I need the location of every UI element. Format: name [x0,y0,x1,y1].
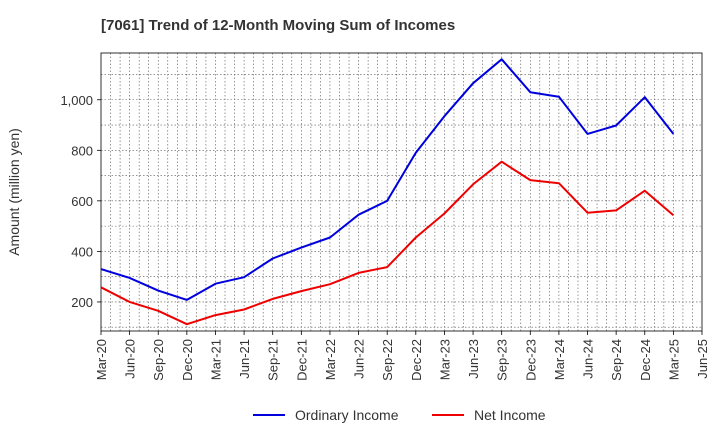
y-tick-label: 800 [71,143,93,158]
x-tick-label: Jun-25 [695,339,710,379]
x-tick-label: Mar-21 [208,339,223,380]
x-tick-label: Jun-24 [581,339,596,379]
x-tick-label: Jun-23 [466,339,481,379]
x-tick-label: Jun-21 [237,339,252,379]
x-tick-label: Mar-20 [94,339,109,380]
x-tick-label: Dec-20 [180,339,195,381]
y-tick-label: 400 [71,244,93,259]
chart-title: [7061] Trend of 12-Month Moving Sum of I… [101,17,455,34]
x-tick-label: Mar-23 [437,339,452,380]
y-axis: 200 400 600 800 1,000 [60,93,101,310]
x-axis: Mar-20 Jun-20 Sep-20 Dec-20 Mar-21 Jun-21 Sep-… [94,331,710,381]
x-tick-label: Sep-23 [495,339,510,381]
y-tick-label: 600 [71,194,93,209]
y-tick-label: 200 [71,295,93,310]
series-line-net-income [100,160,675,326]
y-axis-label: Amount (million yen) [6,128,22,256]
series-line-ordinary-income [100,58,675,301]
series-group [100,58,675,326]
x-tick-label: Sep-20 [151,339,166,381]
x-tick-label: Mar-24 [552,339,567,380]
legend-label-net-income: Net Income [474,407,546,423]
x-tick-label: Jun-22 [352,339,367,379]
y-tick-label: 1,000 [60,93,93,108]
x-tick-label: Dec-21 [294,339,309,381]
grid [101,53,702,331]
legend-label-ordinary-income: Ordinary Income [295,407,399,423]
x-tick-label: Dec-24 [638,339,653,381]
x-tick-label: Sep-22 [380,339,395,381]
x-tick-label: Dec-23 [523,339,538,381]
x-tick-label: Jun-20 [123,339,138,379]
legend: Ordinary Income Net Income [253,407,546,423]
x-tick-label: Sep-21 [266,339,281,381]
x-tick-label: Sep-24 [609,339,624,381]
plot-area [100,52,703,332]
x-tick-label: Mar-22 [323,339,338,380]
x-tick-label: Mar-25 [666,339,681,380]
x-tick-label: Dec-22 [409,339,424,381]
